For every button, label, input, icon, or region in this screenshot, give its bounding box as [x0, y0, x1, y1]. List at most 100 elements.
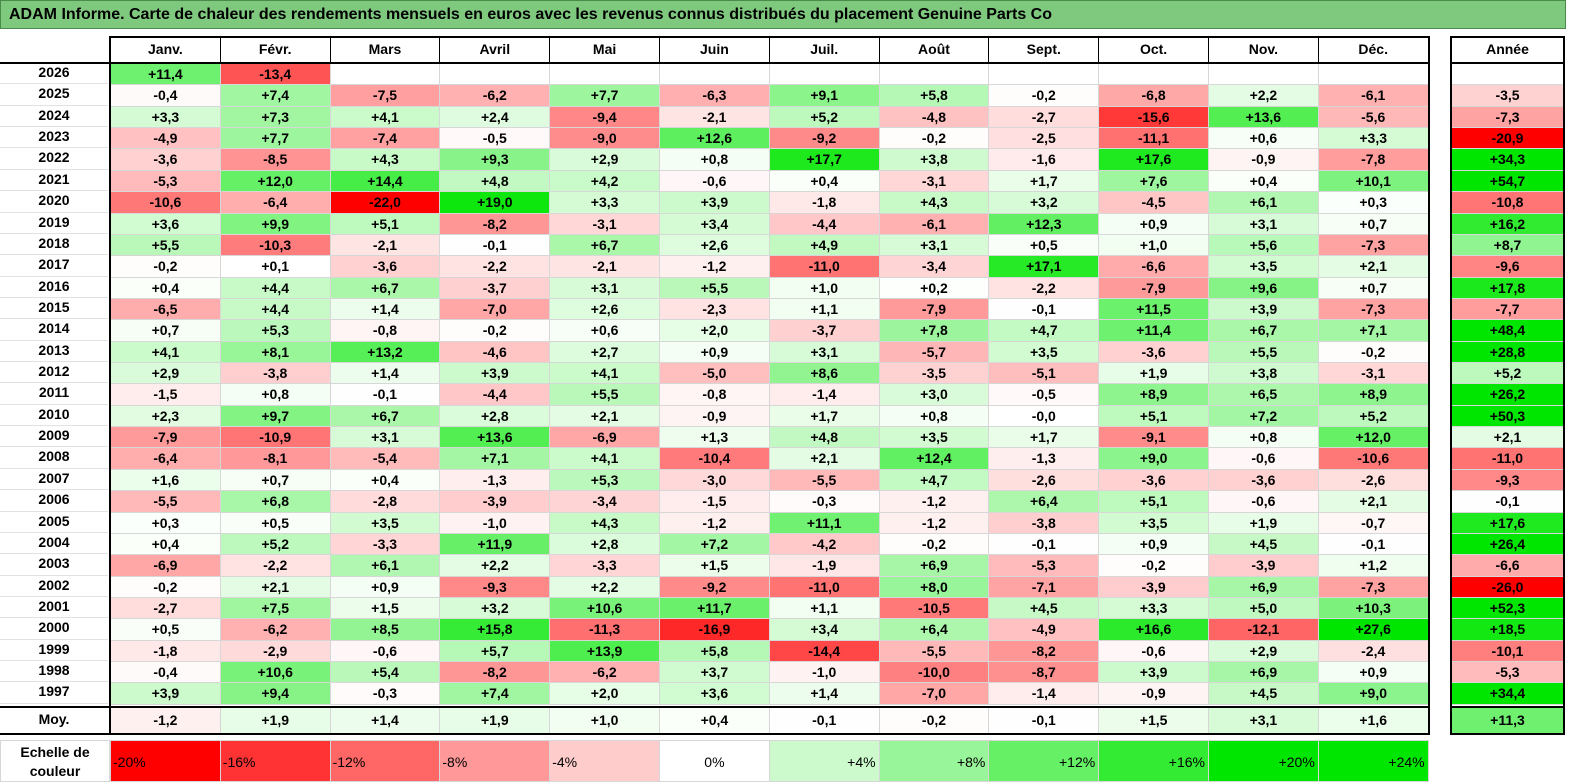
year-label: 2010	[0, 405, 108, 427]
heatmap-cell: +6,9	[1208, 575, 1319, 598]
average-cell: -0,1	[768, 706, 880, 734]
heatmap-cell: -3,3	[549, 554, 660, 577]
heatmap-cell: -3,8	[988, 511, 1100, 534]
heatmap-cell: -6,1	[1317, 84, 1429, 107]
heatmap-cell: +8,6	[768, 362, 880, 385]
heatmap-cell: +0,5	[988, 233, 1100, 257]
color-scale-swatch: +20%	[1208, 740, 1319, 782]
heatmap-cell: -0,3	[329, 682, 441, 705]
annual-header-separator	[1450, 62, 1565, 64]
heatmap-cell: +3,3	[1317, 127, 1429, 150]
heatmap-cell: -1,5	[110, 383, 221, 406]
heatmap-cell: +2,6	[549, 297, 660, 321]
heatmap-cell: +9,0	[1098, 447, 1209, 470]
heatmap-cell: -3,1	[549, 212, 660, 235]
annual-cell: +54,7	[1451, 169, 1564, 193]
heatmap-cell: -2,3	[659, 297, 770, 321]
annual-cell: -9,6	[1451, 255, 1564, 278]
heatmap-cell: -6,6	[1098, 255, 1209, 278]
heatmap-cell: -6,2	[549, 661, 660, 684]
heatmap-cell: +0,2	[878, 276, 990, 299]
heatmap-cell: -10,5	[878, 597, 990, 620]
average-cell: +0,4	[659, 706, 770, 734]
heatmap-cell: +6,5	[1208, 383, 1319, 406]
heatmap-cell: +3,5	[988, 340, 1100, 364]
heatmap-cell: -2,6	[988, 468, 1100, 492]
heatmap-cell: +6,4	[988, 490, 1100, 513]
heatmap-cell: -6,9	[110, 554, 221, 577]
annual-cell: +34,3	[1451, 148, 1564, 171]
heatmap-cell: +4,8	[768, 426, 880, 449]
heatmap-cell: -2,2	[439, 255, 551, 278]
annual-cell: +34,4	[1451, 682, 1564, 705]
heatmap-cell: +3,8	[1208, 362, 1319, 385]
color-scale-swatch: +16%	[1098, 740, 1209, 782]
year-label: 2016	[0, 277, 108, 298]
heatmap-cell: -4,6	[439, 340, 551, 364]
heatmap-cell: -3,7	[768, 319, 880, 342]
heatmap-cell: +5,8	[659, 639, 770, 663]
year-label: 2025	[0, 84, 108, 106]
month-header: Oct.	[1098, 36, 1209, 63]
heatmap-cell: +0,9	[1317, 661, 1429, 684]
heatmap-cell: -0,5	[988, 383, 1100, 406]
heatmap-cell: +3,9	[1098, 661, 1209, 684]
heatmap-cell: +7,7	[549, 84, 660, 107]
heatmap-cell: +12,3	[988, 212, 1100, 235]
heatmap-cell: +6,4	[878, 618, 990, 641]
heatmap-cell: -1,9	[768, 554, 880, 577]
color-scale-swatch: -12%	[329, 740, 441, 782]
heatmap-cell	[549, 63, 660, 86]
heatmap-cell: +13,6	[439, 426, 551, 449]
color-scale-swatch: +4%	[768, 740, 880, 782]
heatmap-cell: +1,9	[1208, 511, 1319, 534]
heatmap-cell: +7,6	[1098, 169, 1209, 193]
heatmap-cell: +2,2	[439, 554, 551, 577]
heatmap-cell: +0,3	[110, 511, 221, 534]
heatmap-cell: +4,1	[549, 362, 660, 385]
heatmap-cell: -0,9	[659, 404, 770, 428]
heatmap-cell: -5,5	[768, 468, 880, 492]
heatmap-cell: -2,1	[329, 233, 441, 257]
heatmap-cell: -9,2	[768, 127, 880, 150]
heatmap-cell: +11,4	[1098, 319, 1209, 342]
heatmap-cell: +9,1	[768, 84, 880, 107]
heatmap-cell: -7,1	[988, 575, 1100, 598]
heatmap-cell: -1,3	[439, 468, 551, 492]
annual-cell: +26,4	[1451, 532, 1564, 556]
annual-cell	[1451, 63, 1564, 86]
heatmap-cell: -7,3	[1317, 233, 1429, 257]
year-label: 2006	[0, 490, 108, 512]
heatmap-cell: -4,2	[768, 532, 880, 556]
heatmap-cell: -8,5	[219, 148, 331, 171]
year-label: 2004	[0, 533, 108, 555]
heatmap-cell: -6,3	[659, 84, 770, 107]
heatmap-cell: +12,0	[219, 169, 331, 193]
heatmap-cell: +7,1	[1317, 319, 1429, 342]
heatmap-cell: +3,5	[878, 426, 990, 449]
heatmap-cell: +3,6	[110, 212, 221, 235]
heatmap-cell: +7,4	[219, 84, 331, 107]
heatmap-cell: +2,2	[549, 575, 660, 598]
annual-cell: +16,2	[1451, 212, 1564, 235]
year-label: 1997	[0, 682, 108, 704]
heatmap-cell: +2,8	[439, 404, 551, 428]
heatmap-cell: +11,4	[110, 63, 221, 86]
heatmap-cell: -2,5	[988, 127, 1100, 150]
heatmap-cell: -1,6	[988, 148, 1100, 171]
heatmap-cell: -5,3	[988, 554, 1100, 577]
heatmap-cell: +6,1	[329, 554, 441, 577]
heatmap-cell: -0,8	[659, 383, 770, 406]
heatmap-cell: -2,1	[549, 255, 660, 278]
heatmap-cell: +11,1	[768, 511, 880, 534]
heatmap-cell: -10,3	[219, 233, 331, 257]
heatmap-cell: -0,2	[988, 84, 1100, 107]
heatmap-cell: +9,3	[439, 148, 551, 171]
heatmap-cell: -5,7	[878, 340, 990, 364]
heatmap-cell: -4,4	[439, 383, 551, 406]
heatmap-cell: -4,9	[110, 127, 221, 150]
heatmap-cell: -3,9	[1208, 554, 1319, 577]
heatmap-cell: +1,3	[659, 426, 770, 449]
heatmap-cell: +3,8	[878, 148, 990, 171]
heatmap-cell: +0,9	[1098, 212, 1209, 235]
